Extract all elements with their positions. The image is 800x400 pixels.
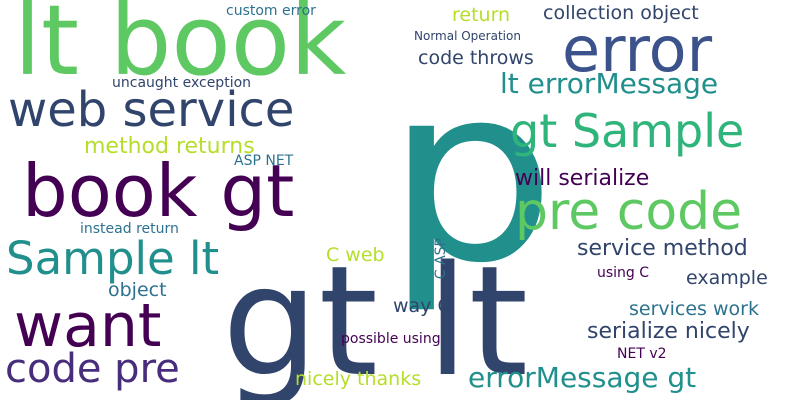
word-using-c: using C (597, 265, 650, 281)
word-collection-object: collection object (543, 2, 699, 24)
word-c-asp: C ASP (433, 238, 449, 280)
word-object: object (108, 279, 167, 301)
word-custom-error: custom error (226, 3, 316, 19)
word-code-pre: code pre (5, 346, 180, 392)
word-services-work: services work (629, 298, 759, 320)
word-return: return (452, 4, 511, 26)
word-lt-book: lt book (14, 0, 347, 97)
word-want: want (14, 291, 162, 361)
word-uncaught-exception: uncaught exception (112, 75, 252, 91)
word-errormessage-gt: errorMessage gt (468, 361, 697, 394)
word-way-c: way C (393, 295, 451, 317)
word-asp-net: ASP NET (234, 153, 294, 169)
word-error: error (562, 13, 713, 86)
word-book-gt: book gt (22, 149, 295, 233)
word-net-v2: NET v2 (617, 346, 667, 362)
word-sample-lt: Sample lt (6, 232, 220, 285)
word-c-web: C web (326, 244, 385, 266)
word-service-method: service method (577, 236, 748, 261)
word-gt-lt: gt lt (222, 233, 529, 400)
word-method-returns: method returns (84, 134, 255, 159)
word-web-service: web service (8, 82, 295, 138)
word-lt-errormessage: lt errorMessage (500, 67, 719, 100)
word-serialize-nicely: serialize nicely (587, 319, 750, 344)
word-gt-sample: gt Sample (510, 104, 745, 158)
word-example: example (686, 267, 768, 289)
word-possible-using: possible using (341, 331, 441, 347)
word-normal-operation: Normal Operation (414, 29, 521, 43)
word-will-serialize: will serialize (515, 166, 650, 191)
word-p: p (385, 32, 557, 317)
word-nicely-thanks: nicely thanks (295, 368, 422, 390)
word-code-throws: code throws (418, 47, 534, 69)
word-pre-code: pre code (515, 182, 743, 242)
word-instead-return: instead return (80, 221, 179, 237)
